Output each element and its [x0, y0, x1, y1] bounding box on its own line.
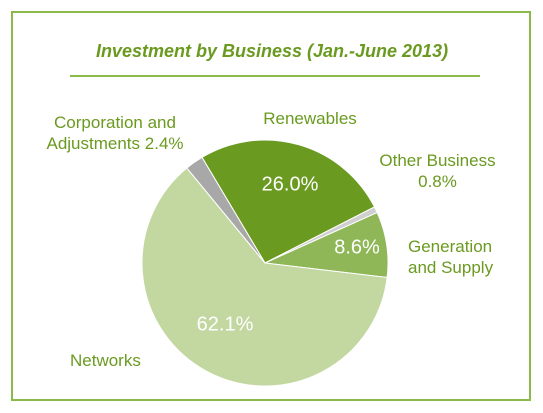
value-label: 0.8% [418, 172, 457, 191]
slice-label: Renewables [250, 108, 370, 129]
pie-slice [186, 156, 266, 264]
frame [11, 11, 531, 401]
category-name: Other Business [379, 151, 496, 170]
category-name: Networks [70, 351, 141, 370]
value-label: 26.0% [261, 173, 319, 196]
slice-label: Corporation and Adjustments 2.4% [25, 112, 205, 154]
value-label: 62.1% [196, 313, 254, 336]
pie-slice [141, 167, 388, 387]
chart-title: Investment by Business (Jan.-June 2013) [96, 41, 448, 61]
value-label: 8.6% [334, 236, 380, 259]
slice-label: Generation and Supply [408, 236, 518, 278]
category-name: Corporation and Adjustments [46, 113, 176, 153]
category-name: Renewables [263, 109, 357, 128]
pie-slice [201, 139, 376, 264]
value-label: 2.4% [144, 134, 184, 153]
slice-label: Networks [70, 350, 190, 371]
category-name: Generation and Supply [408, 237, 494, 277]
slice-label: Other Business 0.8% [360, 150, 515, 192]
